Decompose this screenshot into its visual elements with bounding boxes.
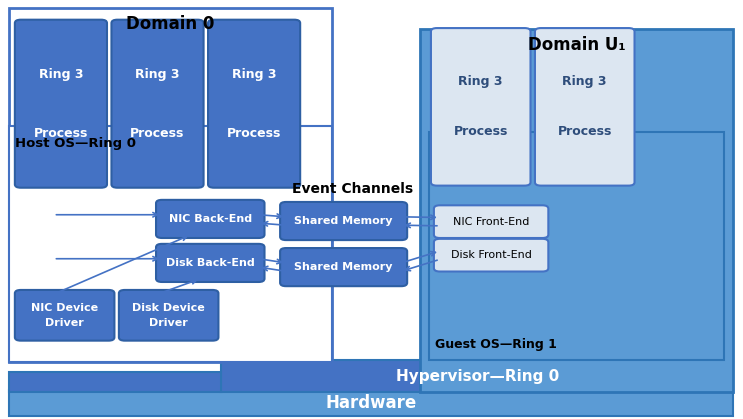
Text: Process: Process [227,127,282,140]
Text: Process: Process [557,125,612,139]
FancyBboxPatch shape [429,132,724,360]
FancyBboxPatch shape [431,28,531,186]
FancyBboxPatch shape [15,20,107,188]
FancyBboxPatch shape [9,126,332,362]
Text: Driver: Driver [149,318,188,328]
FancyBboxPatch shape [221,360,733,392]
Text: Disk Device: Disk Device [132,303,205,313]
FancyBboxPatch shape [535,28,635,186]
Text: Driver: Driver [45,318,84,328]
Text: Domain 0: Domain 0 [126,16,215,33]
Text: Ring 3: Ring 3 [232,68,276,81]
Text: Host OS—Ring 0: Host OS—Ring 0 [15,137,136,150]
Text: NIC Device: NIC Device [31,303,98,313]
Text: Process: Process [33,127,88,140]
Text: Disk Back-End: Disk Back-End [166,258,255,268]
Text: Event Channels: Event Channels [292,181,414,196]
FancyBboxPatch shape [9,390,733,416]
Text: Domain U₁: Domain U₁ [528,36,626,54]
Text: Ring 3: Ring 3 [562,75,607,88]
Text: Hardware: Hardware [325,394,417,411]
FancyBboxPatch shape [280,202,407,240]
FancyBboxPatch shape [156,244,265,282]
Text: Ring 3: Ring 3 [458,75,503,88]
Text: NIC Front-End: NIC Front-End [453,217,529,227]
Text: Ring 3: Ring 3 [39,68,83,81]
Text: Process: Process [130,127,185,140]
Text: Shared Memory: Shared Memory [294,262,393,272]
FancyBboxPatch shape [434,239,548,272]
FancyBboxPatch shape [15,290,114,341]
FancyBboxPatch shape [9,8,332,362]
FancyBboxPatch shape [434,205,548,238]
FancyBboxPatch shape [280,248,407,286]
FancyBboxPatch shape [420,29,733,392]
FancyBboxPatch shape [9,372,221,392]
FancyBboxPatch shape [119,290,218,341]
FancyBboxPatch shape [208,20,300,188]
FancyBboxPatch shape [156,200,265,238]
Text: Guest OS—Ring 1: Guest OS—Ring 1 [435,338,557,351]
Text: Process: Process [453,125,508,139]
Text: Shared Memory: Shared Memory [294,216,393,226]
FancyBboxPatch shape [111,20,204,188]
Text: Ring 3: Ring 3 [135,68,180,81]
Text: Hypervisor—Ring 0: Hypervisor—Ring 0 [396,369,559,383]
Text: NIC Back-End: NIC Back-End [169,214,252,224]
Text: Disk Front-End: Disk Front-End [451,250,531,260]
